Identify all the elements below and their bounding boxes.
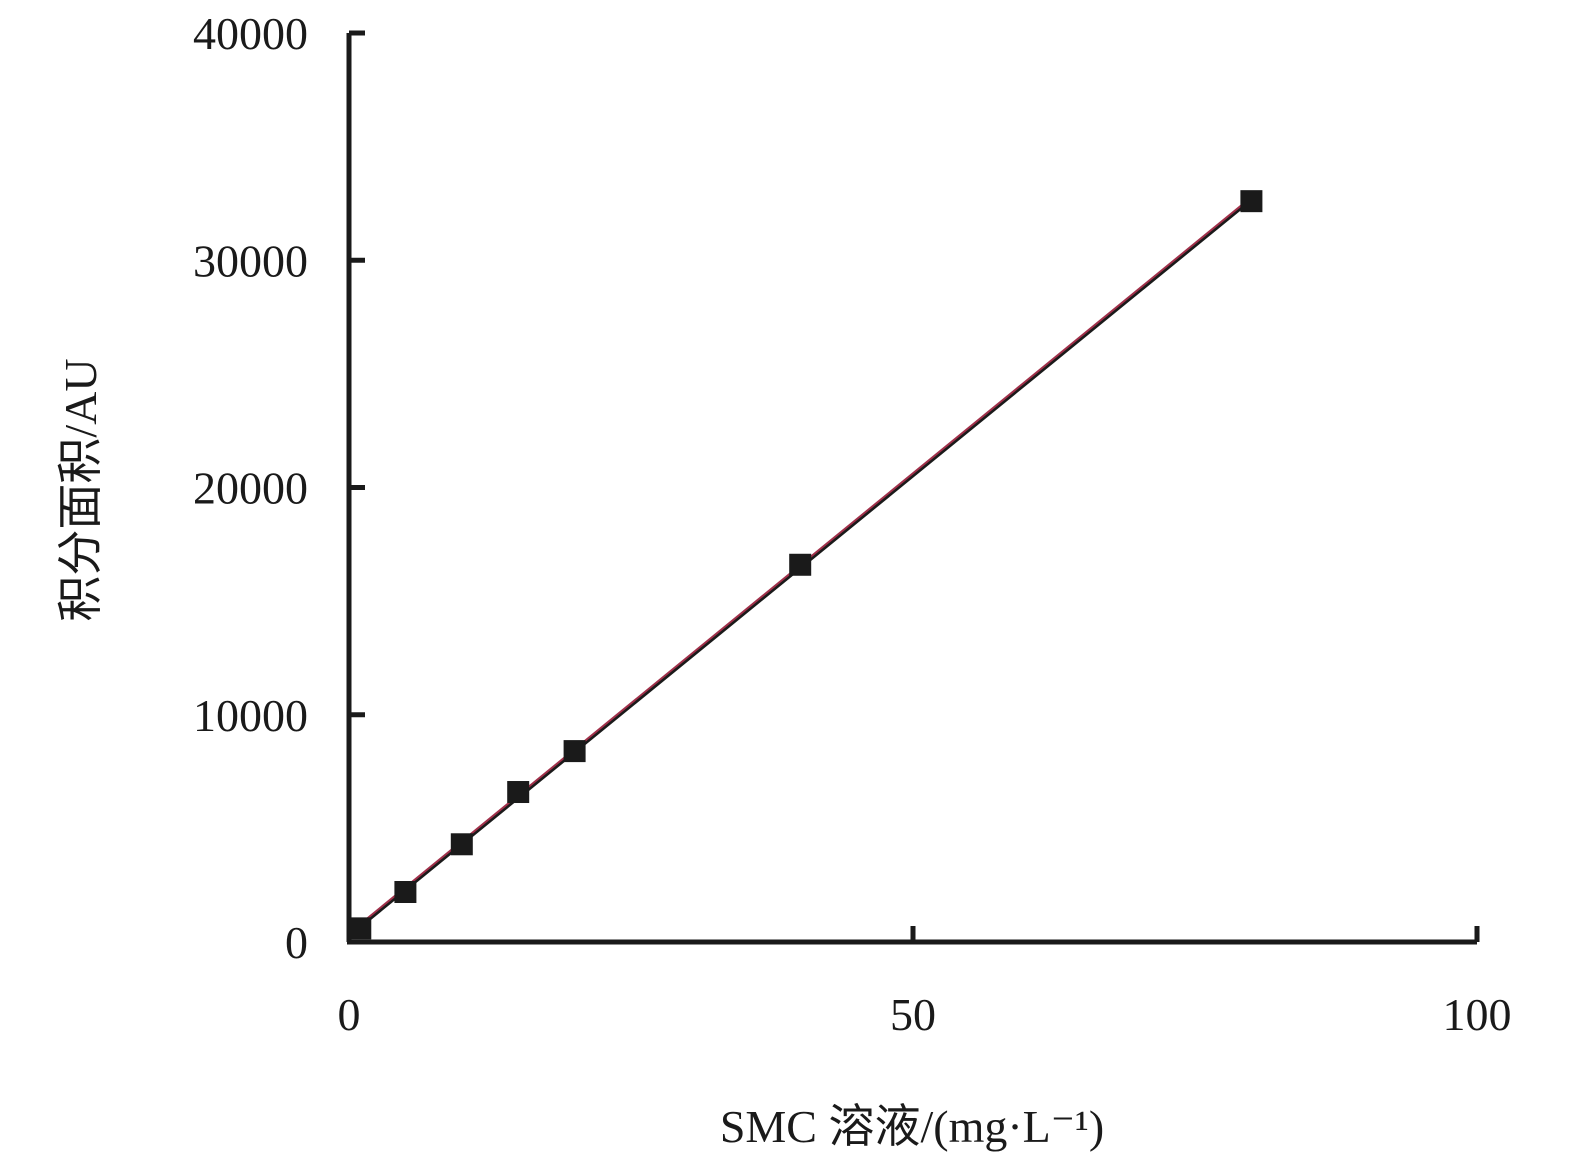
- x-tick-label: 100: [1443, 989, 1512, 1040]
- data-point: [450, 833, 473, 856]
- axes-layer: [346, 33, 1477, 945]
- points-layer: [349, 190, 1263, 940]
- x-axis-title: SMC 溶液/(mg·L⁻¹): [720, 1101, 1104, 1152]
- y-tick-label: 40000: [193, 8, 308, 59]
- data-point: [349, 917, 372, 940]
- data-point: [1240, 190, 1263, 213]
- y-tick-label: 20000: [193, 463, 308, 514]
- y-tick-label: 10000: [193, 690, 308, 741]
- ticks-layer: 0 10000 20000 30000 40000 0 50 100: [193, 8, 1512, 1040]
- y-axis-title: 积分面积/AU: [55, 358, 106, 621]
- x-tick-label: 50: [890, 989, 936, 1040]
- data-point: [789, 553, 812, 576]
- y-tick-label: 0: [285, 917, 308, 968]
- data-point: [507, 781, 530, 804]
- x-tick-label: 0: [338, 989, 361, 1040]
- y-tick-label: 30000: [193, 235, 308, 286]
- data-point: [563, 740, 586, 763]
- data-point: [394, 881, 417, 904]
